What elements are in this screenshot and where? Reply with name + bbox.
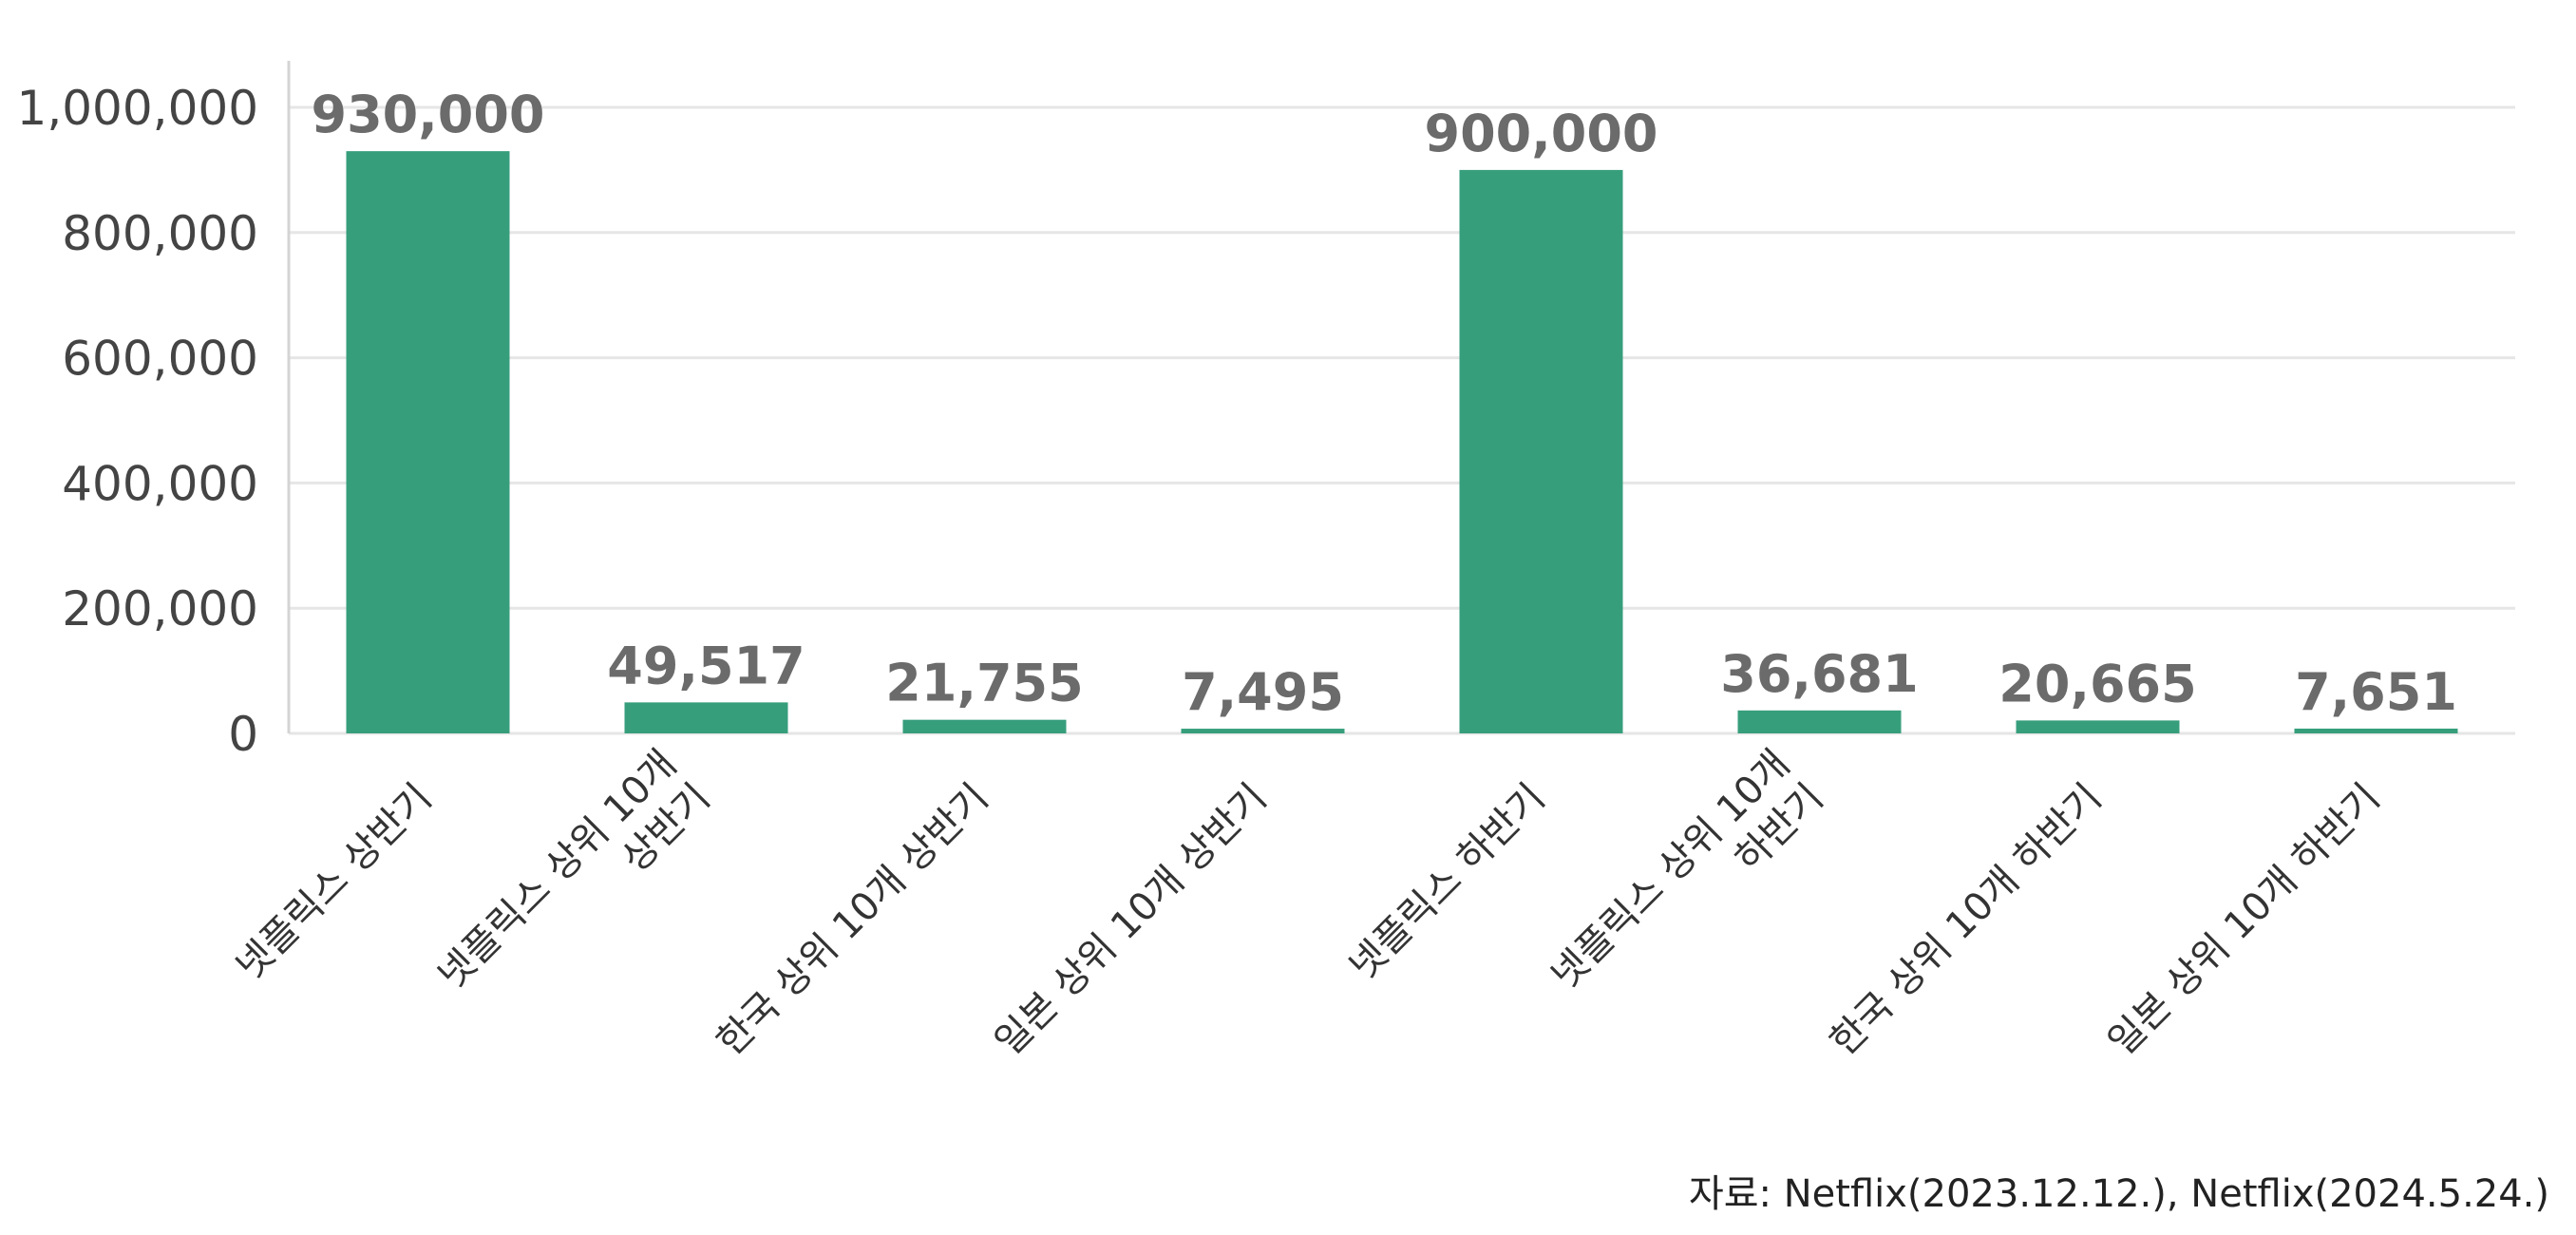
data-label: 21,755 <box>885 654 1083 713</box>
y-tick-label: 400,000 <box>62 456 258 511</box>
y-tick-label: 1,000,000 <box>17 81 258 136</box>
data-label: 7,495 <box>1182 662 1344 722</box>
data-label: 930,000 <box>312 85 545 144</box>
data-label: 49,517 <box>607 636 805 695</box>
bar <box>346 151 510 733</box>
bar <box>2016 720 2180 733</box>
data-label: 20,665 <box>1998 654 2196 713</box>
y-tick-label: 0 <box>228 707 258 762</box>
bar <box>624 702 788 733</box>
data-label: 900,000 <box>1425 104 1658 163</box>
data-label: 7,651 <box>2295 662 2457 722</box>
bar <box>1737 710 1902 733</box>
bar <box>2294 728 2458 733</box>
data-label: 36,681 <box>1720 644 1918 704</box>
bar <box>902 719 1067 733</box>
y-tick-label: 800,000 <box>62 206 258 261</box>
x-tick-label: 넷플릭스 하반기 <box>1341 776 1554 989</box>
x-tick-label-group: 넷플릭스 상반기 <box>228 776 441 989</box>
x-tick-label: 넷플릭스 상반기 <box>228 776 441 989</box>
x-tick-label-group: 일본 상위 10개 하반기 <box>2100 776 2389 1065</box>
x-tick-label: 한국 상위 10개 상반기 <box>709 776 997 1065</box>
x-tick-label-group: 한국 상위 10개 하반기 <box>1822 776 2111 1065</box>
x-tick-label-group: 한국 상위 10개 상반기 <box>709 776 997 1065</box>
source-note: 자료: Netflix(2023.12.12.), Netflix(2024.5… <box>1688 1172 2549 1216</box>
x-tick-label: 일본 상위 10개 하반기 <box>2100 776 2389 1065</box>
x-tick-label: 일본 상위 10개 상반기 <box>987 776 1276 1065</box>
x-tick-label-group: 일본 상위 10개 상반기 <box>987 776 1276 1065</box>
x-tick-label-group: 넷플릭스 하반기 <box>1341 776 1554 989</box>
x-tick-label: 한국 상위 10개 하반기 <box>1822 776 2111 1065</box>
y-tick-label: 600,000 <box>62 332 258 387</box>
bar <box>1459 169 1623 733</box>
bar <box>1181 729 1345 733</box>
y-tick-label: 200,000 <box>62 581 258 636</box>
